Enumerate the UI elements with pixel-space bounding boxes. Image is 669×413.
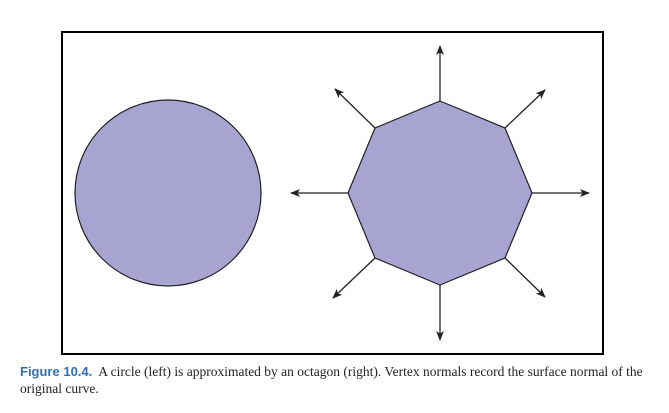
octagon-shape [347,100,533,286]
vertex-normals [290,45,590,341]
normal-arrow-bottom-left [332,257,376,299]
caption-text: A circle (left) is approximated by an oc… [20,364,643,396]
figure-caption: Figure 10.4. A circle (left) is approxima… [20,363,660,397]
circle-shape [74,99,262,287]
normal-arrow-top-left [334,88,376,129]
normal-arrow-bottom-right [504,257,546,298]
figure-label: Figure 10.4. [20,364,93,379]
normal-arrow-top-right [504,89,546,129]
